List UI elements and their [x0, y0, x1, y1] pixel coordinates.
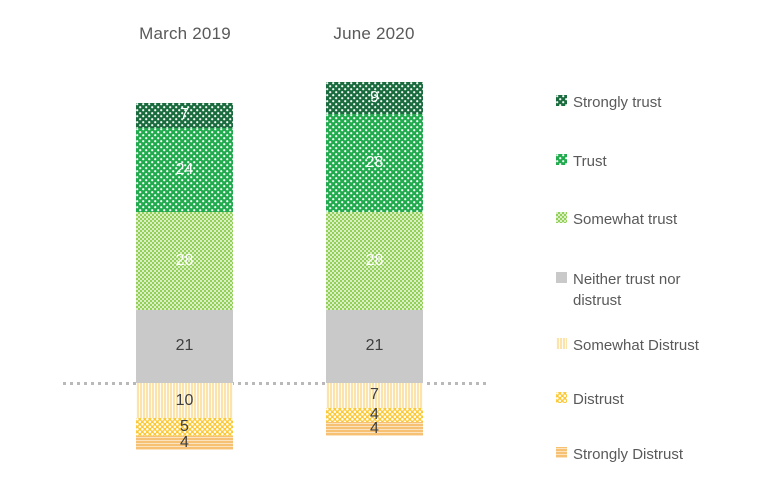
- segment-strongly-distrust-march-2019: 4: [136, 433, 233, 451]
- legend-swatch-trust: [556, 154, 567, 165]
- trust-distrust-divider-line: [63, 382, 489, 385]
- segment-value-label: 28: [175, 251, 194, 269]
- legend-item-somewhat-trust: Somewhat trust: [556, 209, 731, 230]
- legend-item-strongly-trust: Strongly trust: [556, 92, 731, 113]
- segment-value-label: 7: [370, 386, 379, 404]
- legend-label: Neither trust nor distrust: [573, 271, 681, 309]
- segment-value-label: 28: [365, 251, 384, 269]
- segment-value-label: 9: [370, 88, 379, 106]
- segment-value-label: 4: [370, 405, 379, 423]
- legend-swatch-strongly-distrust: [556, 447, 567, 458]
- legend-label: Somewhat Distrust: [573, 337, 699, 354]
- stacked-bar-march-2019: 7 24 28 21 10 5 4: [136, 103, 233, 450]
- segment-somewhat-distrust-june-2020: 7: [326, 383, 423, 408]
- legend-item-somewhat-distrust: Somewhat Distrust: [556, 335, 731, 356]
- legend-item-strongly-distrust: Strongly Distrust: [556, 444, 731, 465]
- segment-strongly-trust-june-2020: 9: [326, 82, 423, 114]
- legend-swatch-somewhat-trust: [556, 212, 567, 223]
- legend-swatch-somewhat-distrust: [556, 338, 567, 349]
- segment-value-label: 24: [175, 160, 194, 178]
- segment-trust-march-2019: 24: [136, 127, 233, 212]
- segment-strongly-distrust-june-2020: 4: [326, 419, 423, 437]
- legend-label: Distrust: [573, 391, 624, 408]
- segment-distrust-june-2020: 4: [326, 405, 423, 423]
- segment-value-label: 10: [175, 391, 194, 409]
- segment-value-label: 21: [175, 337, 194, 355]
- segment-value-label: 28: [365, 153, 384, 171]
- segment-somewhat-trust-march-2019: 28: [136, 211, 233, 310]
- segment-neither-trust-nor-distrust-june-2020: 21: [326, 309, 423, 383]
- legend-label: Trust: [573, 153, 607, 170]
- legend-label: Strongly Distrust: [573, 446, 684, 463]
- segment-distrust-march-2019: 5: [136, 418, 233, 436]
- legend-swatch-strongly-trust: [556, 95, 567, 106]
- legend-swatch-neither-trust-nor-distrust: [556, 272, 567, 283]
- segment-value-label: 7: [180, 106, 189, 124]
- segment-value-label: 4: [370, 419, 379, 437]
- segment-somewhat-distrust-march-2019: 10: [136, 383, 233, 418]
- legend-item-neither-trust-nor-distrust: Neither trust nor distrust: [556, 269, 731, 311]
- legend-label: Strongly trust: [573, 94, 662, 111]
- category-label-june-2020: June 2020: [333, 24, 415, 43]
- legend-item-trust: Trust: [556, 151, 731, 172]
- legend-label: Somewhat trust: [573, 211, 678, 228]
- segment-value-label: 4: [180, 433, 189, 451]
- stacked-bar-june-2020: 9 28 28 21 7 4 4: [326, 82, 423, 436]
- segment-somewhat-trust-june-2020: 28: [326, 211, 423, 310]
- segment-neither-trust-nor-distrust-march-2019: 21: [136, 309, 233, 383]
- category-label-march-2019: March 2019: [139, 24, 231, 43]
- segment-trust-june-2020: 28: [326, 113, 423, 212]
- legend-swatch-distrust: [556, 392, 567, 403]
- segment-value-label: 5: [180, 417, 189, 435]
- legend-item-distrust: Distrust: [556, 389, 731, 410]
- segment-strongly-trust-march-2019: 7: [136, 103, 233, 128]
- segment-value-label: 21: [365, 337, 384, 355]
